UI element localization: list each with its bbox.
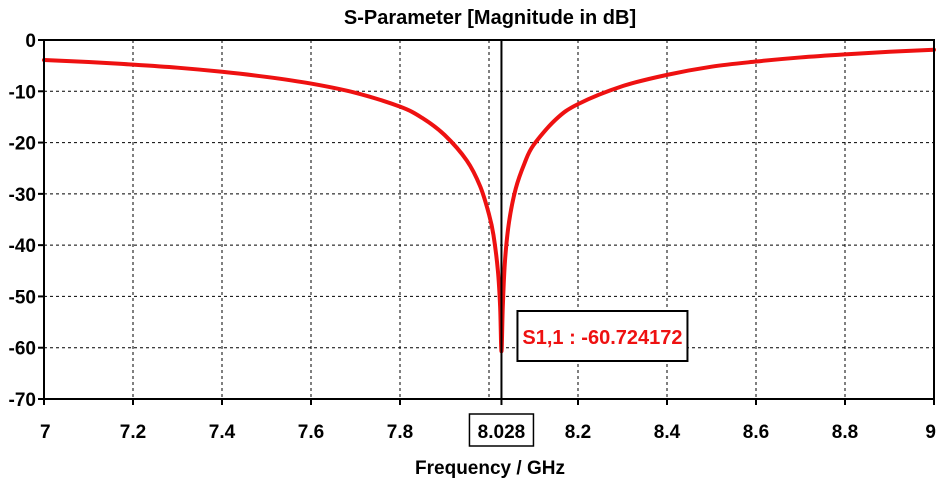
x-tick-label: 7.6 — [298, 422, 324, 443]
marker-label-box — [516, 310, 689, 362]
y-tick-label: -10 — [9, 82, 36, 103]
chart-title: S-Parameter [Magnitude in dB] — [344, 7, 636, 29]
x-tick-label: 7 — [40, 422, 51, 443]
x-tick-label: 8.028 — [478, 422, 526, 443]
x-tick-label: 9 — [925, 422, 936, 443]
y-tick-label: 0 — [25, 31, 36, 52]
x-tick-label: 8.4 — [654, 422, 681, 443]
x-tick-label: 8.6 — [743, 422, 769, 443]
plot-frame — [43, 39, 935, 400]
x-tick-label: 7.8 — [387, 422, 413, 443]
y-tick-label: -20 — [9, 134, 36, 155]
y-tick-label: -70 — [9, 390, 36, 411]
y-tick-label: -30 — [9, 185, 36, 206]
y-tick-label: -40 — [9, 236, 36, 257]
x-tick-label: 8.2 — [565, 422, 591, 443]
x-axis-label: Frequency / GHz — [415, 458, 565, 479]
x-axis-ticks: 7 7.2 7.4 7.6 7.8 8.028 8.2 8.4 8.6 8.8 9 — [40, 399, 936, 447]
x-tick-label: 8.8 — [832, 422, 858, 443]
grid — [44, 40, 934, 399]
x-tick-label: 7.2 — [120, 422, 146, 443]
marker: S1,1 : -60.724172 — [500, 40, 689, 399]
y-tick-label: -50 — [9, 287, 36, 308]
marker-label: S1,1 : -60.724172 — [522, 327, 682, 349]
x-tick-label: 7.4 — [209, 422, 236, 443]
y-tick-label: -60 — [9, 339, 36, 360]
y-axis-ticks: 0 -10 -20 -30 -40 -50 -60 -70 — [9, 31, 44, 411]
marker-x-box — [468, 413, 535, 447]
